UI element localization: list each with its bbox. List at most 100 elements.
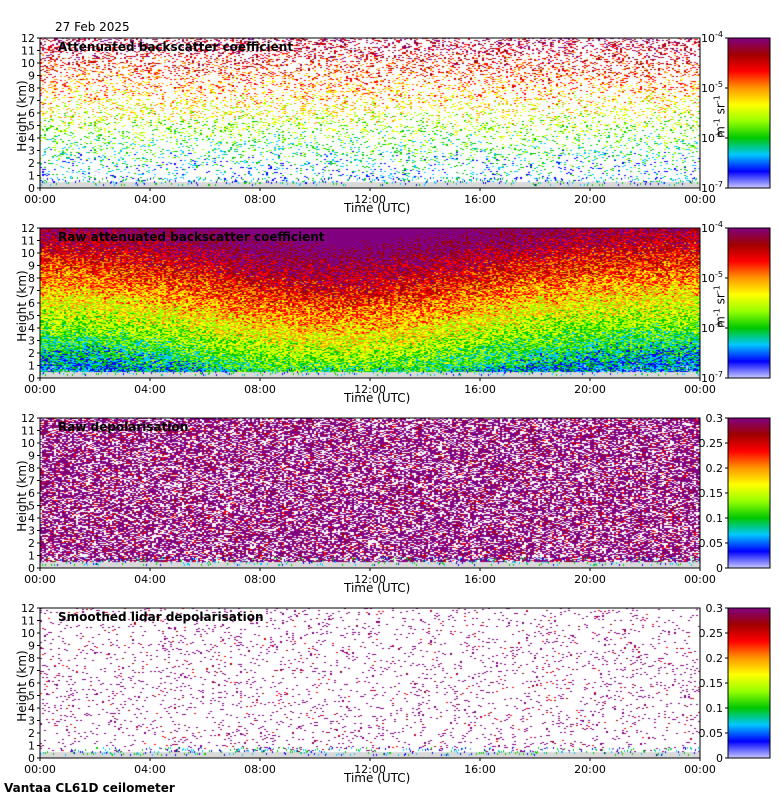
colorbar-tick-label: 0.05 (699, 537, 724, 550)
y-tick-label: 7 (28, 95, 35, 108)
colorbar-tick-label: 0.25 (699, 627, 724, 640)
y-tick-label: 8 (28, 462, 35, 475)
y-tick-label: 11 (21, 425, 35, 438)
colorbar-tick-label: 10-4 (701, 220, 723, 235)
y-axis-label: Height (km) (15, 650, 29, 722)
x-tick-label: 12:00 (354, 383, 386, 396)
colorbar-unit-label: m-1 sr-1 (712, 95, 728, 138)
colorbar-tick-label: 0.3 (706, 412, 724, 425)
x-tick-label: 16:00 (464, 193, 496, 206)
y-tick-label: 3 (28, 715, 35, 728)
x-tick-label: 00:00 (684, 573, 716, 586)
y-tick-label: 8 (28, 272, 35, 285)
y-tick-label: 9 (28, 70, 35, 83)
colorbar-unit-label: m-1 sr-1 (712, 285, 728, 328)
x-tick-label: 04:00 (134, 193, 166, 206)
instrument-label: Vantaa CL61D ceilometer (4, 781, 175, 795)
x-tick-label: 00:00 (684, 763, 716, 776)
y-tick-label: 1 (28, 360, 35, 373)
x-tick-label: 00:00 (24, 193, 56, 206)
y-axis-label: Height (km) (15, 80, 29, 152)
colorbar-tick-label: 0.15 (699, 487, 724, 500)
y-tick-label: 11 (21, 45, 35, 58)
y-axis-label: Height (km) (15, 270, 29, 342)
y-tick-label: 2 (28, 537, 35, 550)
x-tick-label: 04:00 (134, 383, 166, 396)
x-tick-label: 16:00 (464, 383, 496, 396)
x-tick-label: 20:00 (574, 763, 606, 776)
colorbar-tick-label: 0.15 (699, 677, 724, 690)
colorbar-tick-label: 0.1 (706, 702, 724, 715)
colorbar-tick-label: 0.2 (706, 652, 724, 665)
x-tick-label: 00:00 (24, 573, 56, 586)
y-tick-label: 1 (28, 170, 35, 183)
y-tick-label: 2 (28, 727, 35, 740)
x-axis-label: Time (UTC) (344, 391, 411, 405)
x-tick-label: 12:00 (354, 763, 386, 776)
y-tick-label: 2 (28, 347, 35, 360)
colorbar-tick-label: 0.25 (699, 437, 724, 450)
x-tick-label: 00:00 (24, 763, 56, 776)
colorbar-tick-label: 0 (716, 562, 723, 575)
colorbar (727, 37, 771, 189)
colorbar (727, 227, 771, 379)
x-axis-label: Time (UTC) (344, 771, 411, 785)
x-tick-label: 08:00 (244, 573, 276, 586)
y-tick-label: 5 (28, 120, 35, 133)
y-tick-label: 3 (28, 145, 35, 158)
colorbar-tick-label: 0.05 (699, 727, 724, 740)
y-tick-label: 0 (28, 752, 35, 765)
y-tick-label: 12 (21, 32, 35, 45)
x-tick-label: 12:00 (354, 193, 386, 206)
x-tick-label: 08:00 (244, 193, 276, 206)
panel-4: 0 1 2 3 4 5 6 7 8 9 10 11 12 00:00 04:00 08:00 12:00 16:0… (0, 598, 780, 788)
y-tick-label: 10 (21, 57, 35, 70)
y-tick-label: 12 (21, 222, 35, 235)
heatmap-cells (40, 38, 700, 188)
colorbar-tick-label: 10-7 (701, 370, 723, 385)
panel-2: 0 1 2 3 4 5 6 7 8 9 10 11 12 00:00 04:00 08:00 12:00 16:0… (0, 218, 780, 408)
x-tick-label: 20:00 (574, 383, 606, 396)
y-tick-label: 10 (21, 627, 35, 640)
y-tick-label: 6 (28, 487, 35, 500)
panel-1: 0 1 2 3 4 5 6 7 8 9 10 11 12 00:00 04:00 08:00 12:00 16:0… (0, 28, 780, 218)
panel-title: Raw attenuated backscatter coefficient (58, 230, 325, 244)
x-tick-label: 04:00 (134, 763, 166, 776)
colorbar-tick-label: 0.3 (706, 602, 724, 615)
x-tick-label: 20:00 (574, 573, 606, 586)
y-tick-label: 4 (28, 132, 35, 145)
y-tick-label: 9 (28, 640, 35, 653)
y-tick-label: 6 (28, 677, 35, 690)
x-tick-label: 00:00 (24, 383, 56, 396)
y-tick-label: 10 (21, 437, 35, 450)
x-tick-label: 00:00 (684, 383, 716, 396)
x-tick-label: 08:00 (244, 383, 276, 396)
colorbar-tick-label: 0.2 (706, 462, 724, 475)
y-tick-label: 6 (28, 107, 35, 120)
y-tick-label: 5 (28, 500, 35, 513)
y-tick-label: 3 (28, 335, 35, 348)
y-tick-label: 8 (28, 82, 35, 95)
y-tick-label: 7 (28, 285, 35, 298)
date-label: 27 Feb 2025 (55, 20, 130, 34)
y-tick-label: 11 (21, 615, 35, 628)
heatmap-cells (40, 608, 700, 758)
x-tick-label: 08:00 (244, 763, 276, 776)
x-axis-label: Time (UTC) (344, 201, 411, 215)
y-tick-label: 6 (28, 297, 35, 310)
y-tick-label: 2 (28, 157, 35, 170)
x-tick-label: 20:00 (574, 193, 606, 206)
y-tick-label: 12 (21, 412, 35, 425)
y-tick-label: 7 (28, 475, 35, 488)
y-tick-label: 0 (28, 372, 35, 385)
y-tick-label: 3 (28, 525, 35, 538)
y-tick-label: 1 (28, 740, 35, 753)
panel-title: Raw depolarisation (58, 420, 189, 434)
y-tick-label: 5 (28, 310, 35, 323)
panel-3: 0 1 2 3 4 5 6 7 8 9 10 11 12 00:00 04:00 08:00 12:00 16:0… (0, 408, 780, 598)
y-tick-label: 10 (21, 247, 35, 260)
